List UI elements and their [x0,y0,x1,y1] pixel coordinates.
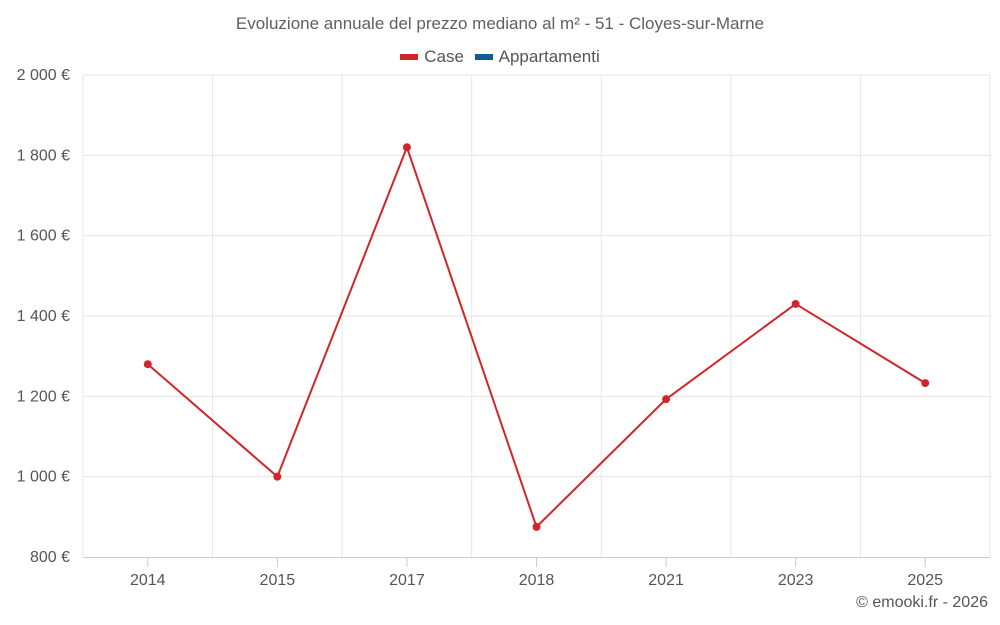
x-tick-label: 2014 [130,572,166,589]
legend: Case Appartamenti [0,45,1000,67]
x-tick-label: 2017 [389,572,425,589]
y-tick-label: 1 000 € [17,469,70,486]
y-tick-label: 1 800 € [17,147,70,164]
legend-label-case: Case [424,47,464,66]
data-point [791,299,800,308]
y-tick-label: 1 600 € [17,228,70,245]
data-point [143,360,152,369]
x-tick-label: 2018 [519,572,555,589]
y-tick-label: 2 000 € [17,67,70,84]
data-point [273,472,282,481]
legend-item-case[interactable]: Case [400,47,464,67]
data-point [402,143,411,152]
credits[interactable]: © emooki.fr - 2026 [856,594,988,611]
x-tick-label: 2025 [907,572,943,589]
y-tick-label: 1 400 € [17,308,70,325]
x-tick-label: 2015 [260,572,296,589]
x-tick-label: 2021 [648,572,684,589]
y-tick-label: 800 € [30,549,70,566]
x-tick-label: 2023 [778,572,814,589]
axis-layer: 800 € 1 000 € 1 200 € 1 400 € 1 600 € 1 800 €… [17,67,990,589]
data-point [532,522,541,531]
grid-layer [82,74,991,557]
data-point [921,379,930,388]
series-line-0 [146,146,927,528]
legend-label-appartamenti: Appartamenti [498,47,600,66]
data-point [662,395,671,404]
chart-title: Evoluzione annuale del prezzo mediano al… [235,14,765,33]
points-layer [143,143,930,531]
y-tick-label: 1 200 € [17,388,70,405]
series-layer [146,146,927,528]
legend-swatch-case [400,54,419,60]
legend-swatch-appartamenti [474,54,493,60]
legend-item-appartamenti[interactable]: Appartamenti [474,47,600,67]
